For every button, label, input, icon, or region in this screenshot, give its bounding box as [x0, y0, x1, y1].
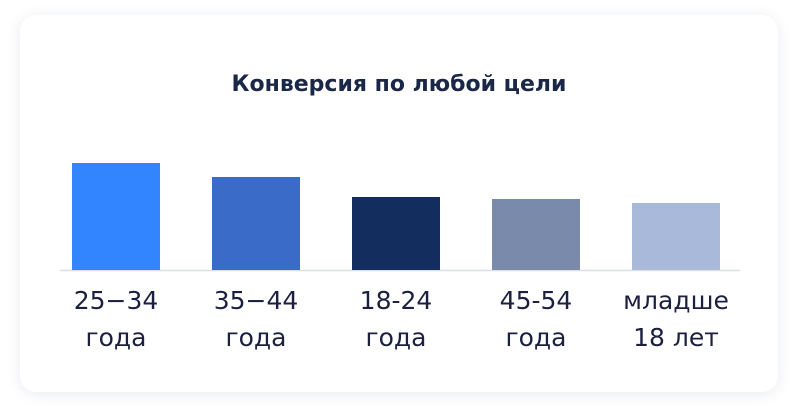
- x-tick-label: 45-54 года: [499, 286, 573, 352]
- bar: [352, 197, 440, 270]
- x-tick-label: 35−44 года: [213, 286, 299, 352]
- x-tick-label: 18-24 года: [359, 286, 433, 352]
- chart-title: Конверсия по любой цели: [231, 72, 567, 97]
- bar: [72, 163, 160, 270]
- bar: [492, 199, 580, 270]
- bar: [212, 177, 300, 270]
- x-tick-label: 25−34 года: [73, 286, 159, 352]
- bar: [632, 203, 720, 270]
- x-tick-label: младше 18 лет: [623, 286, 729, 352]
